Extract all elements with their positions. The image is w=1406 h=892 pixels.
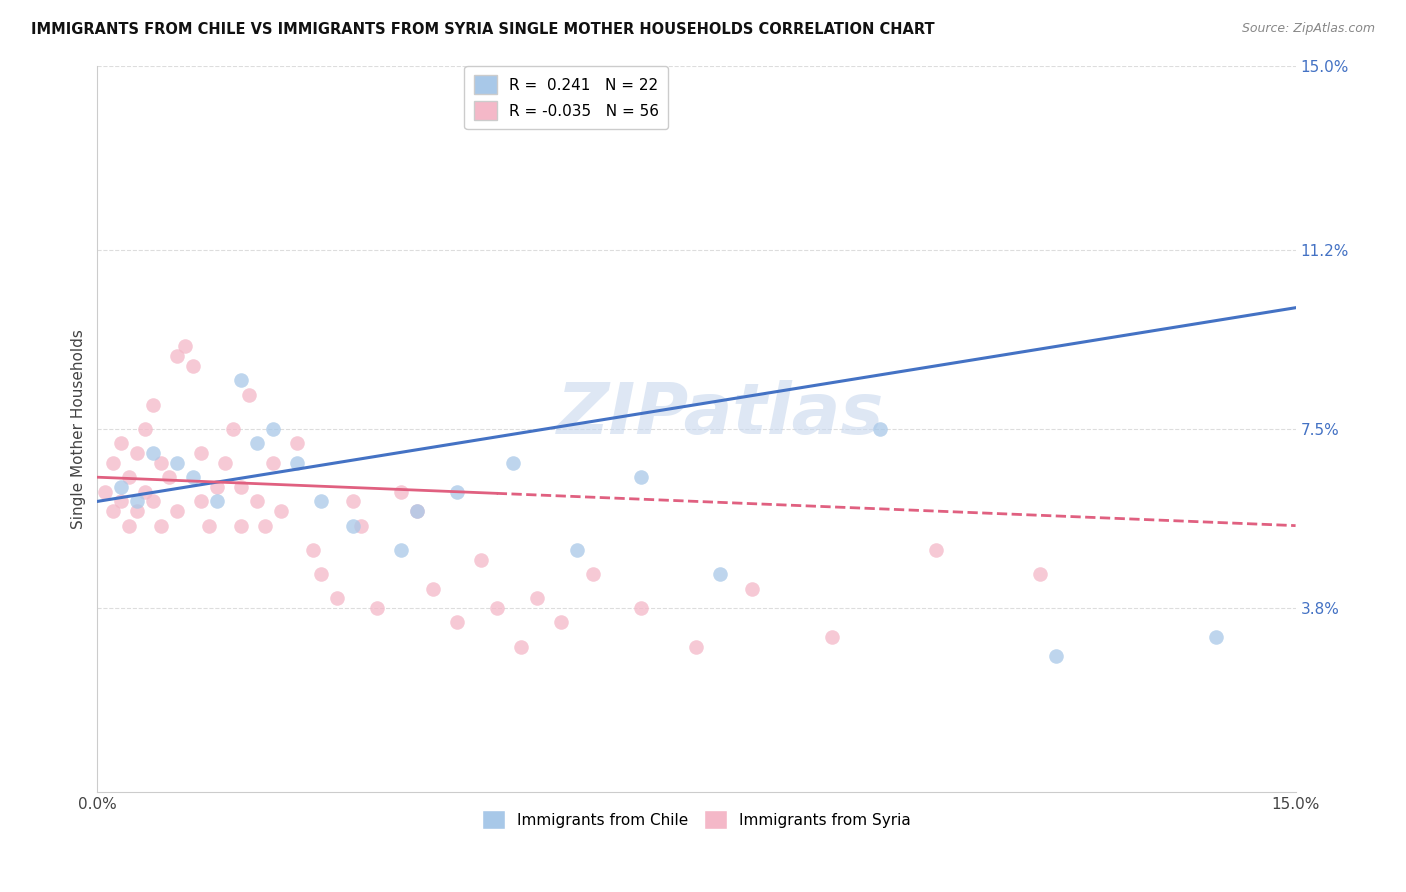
Text: IMMIGRANTS FROM CHILE VS IMMIGRANTS FROM SYRIA SINGLE MOTHER HOUSEHOLDS CORRELAT: IMMIGRANTS FROM CHILE VS IMMIGRANTS FROM…: [31, 22, 935, 37]
Point: [565, 542, 588, 557]
Point: [103, 504, 125, 518]
Point: [741, 582, 763, 596]
Point: [142, 494, 165, 508]
Point: [190, 494, 212, 508]
Point: [630, 601, 652, 615]
Point: [190, 446, 212, 460]
Point: [630, 470, 652, 484]
Point: [485, 601, 508, 615]
Point: [166, 504, 188, 518]
Point: [181, 470, 204, 484]
Point: [1205, 630, 1227, 644]
Point: [142, 446, 165, 460]
Point: [134, 484, 156, 499]
Point: [262, 422, 284, 436]
Point: [150, 456, 173, 470]
Y-axis label: Single Mother Households: Single Mother Households: [72, 329, 86, 529]
Point: [118, 470, 141, 484]
Point: [821, 630, 844, 644]
Point: [342, 518, 364, 533]
Point: [446, 484, 468, 499]
Point: [231, 373, 253, 387]
Point: [254, 518, 277, 533]
Point: [326, 591, 349, 606]
Point: [205, 480, 228, 494]
Point: [470, 552, 492, 566]
Point: [446, 615, 468, 630]
Point: [150, 518, 173, 533]
Point: [110, 436, 132, 450]
Point: [1029, 567, 1052, 582]
Point: [309, 567, 332, 582]
Point: [110, 494, 132, 508]
Legend: Immigrants from Chile, Immigrants from Syria: Immigrants from Chile, Immigrants from S…: [477, 805, 917, 835]
Point: [181, 359, 204, 373]
Point: [406, 504, 429, 518]
Point: [103, 456, 125, 470]
Point: [262, 456, 284, 470]
Point: [166, 349, 188, 363]
Point: [389, 542, 412, 557]
Point: [205, 494, 228, 508]
Point: [366, 601, 388, 615]
Point: [134, 422, 156, 436]
Point: [166, 456, 188, 470]
Point: [127, 504, 149, 518]
Point: [709, 567, 731, 582]
Point: [302, 542, 325, 557]
Text: Source: ZipAtlas.com: Source: ZipAtlas.com: [1241, 22, 1375, 36]
Point: [127, 446, 149, 460]
Point: [350, 518, 373, 533]
Point: [509, 640, 531, 654]
Point: [925, 542, 948, 557]
Point: [526, 591, 548, 606]
Point: [222, 422, 245, 436]
Point: [231, 518, 253, 533]
Point: [246, 436, 269, 450]
Point: [157, 470, 180, 484]
Point: [389, 484, 412, 499]
Point: [238, 388, 260, 402]
Point: [550, 615, 572, 630]
Point: [110, 480, 132, 494]
Point: [246, 494, 269, 508]
Point: [422, 582, 444, 596]
Point: [174, 339, 197, 353]
Point: [502, 456, 524, 470]
Point: [127, 494, 149, 508]
Point: [231, 480, 253, 494]
Point: [581, 567, 603, 582]
Point: [198, 518, 221, 533]
Point: [685, 640, 707, 654]
Point: [270, 504, 292, 518]
Text: ZIPatlas: ZIPatlas: [557, 380, 884, 449]
Point: [1045, 649, 1067, 664]
Point: [406, 504, 429, 518]
Point: [118, 518, 141, 533]
Point: [342, 494, 364, 508]
Point: [309, 494, 332, 508]
Point: [869, 422, 891, 436]
Point: [285, 456, 308, 470]
Point: [214, 456, 236, 470]
Point: [142, 398, 165, 412]
Point: [94, 484, 117, 499]
Point: [285, 436, 308, 450]
